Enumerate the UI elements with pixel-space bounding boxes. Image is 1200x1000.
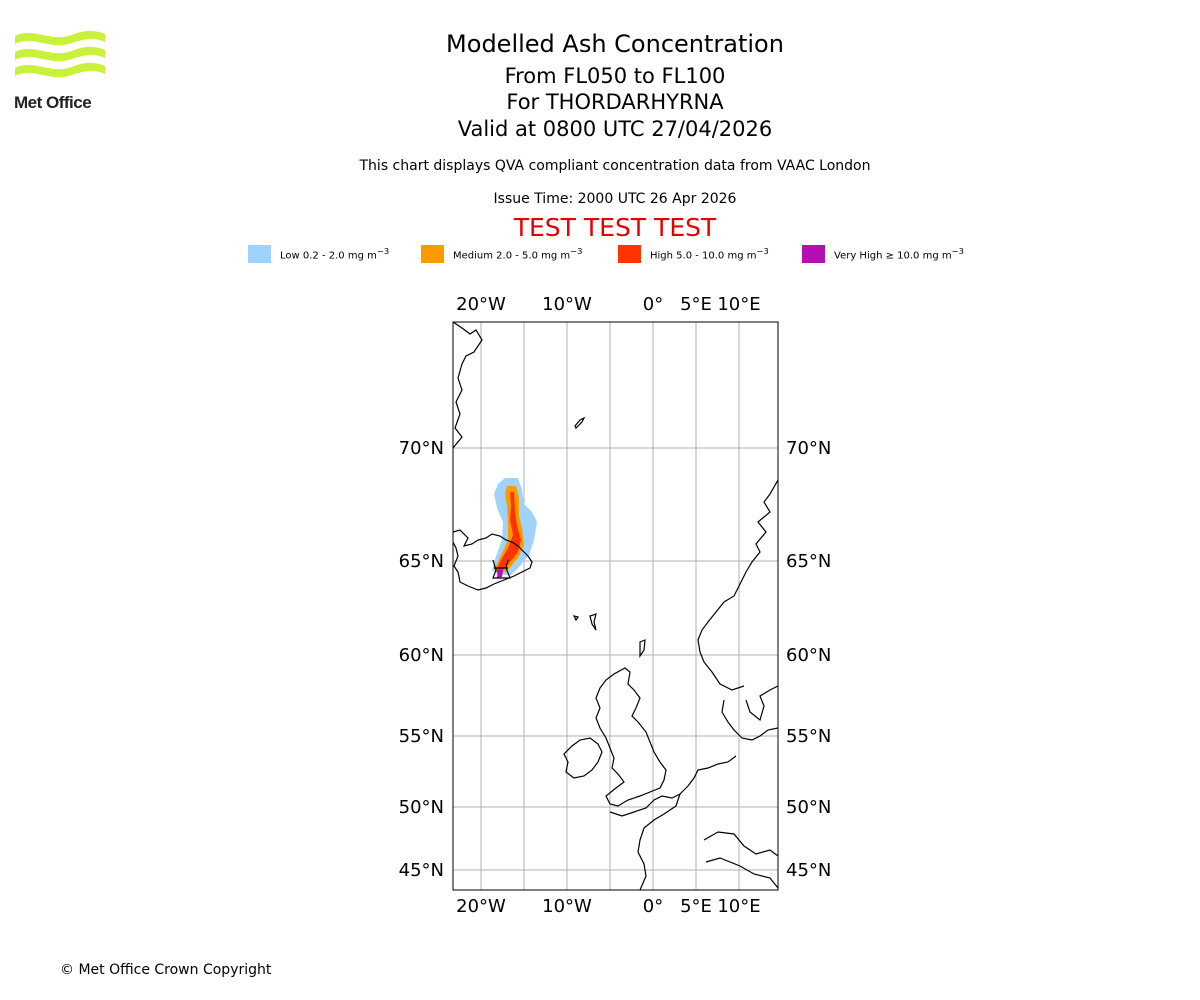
lon-label-20w-top: 20°W — [456, 294, 506, 315]
jan-mayen — [574, 416, 586, 430]
lon-label-10w-top: 10°W — [542, 294, 592, 315]
legend-unit-very-high: −3 — [951, 246, 964, 257]
france-coast — [609, 792, 682, 890]
ash-plume — [492, 478, 537, 578]
legend-label-very-high: Very High ≥ 10.0 mg m — [834, 250, 952, 262]
legend-swatch-very-high — [802, 245, 825, 263]
denmark-sweden-coast — [721, 685, 778, 741]
lat-label-45n-right: 45°N — [786, 860, 831, 881]
lat-label-70n-left: 70°N — [399, 438, 444, 459]
legend-label-low: Low 0.2 - 2.0 mg m — [280, 250, 377, 262]
legend-label-medium: Medium 2.0 - 5.0 mg m — [453, 250, 571, 262]
benelux-germany-coast — [679, 755, 737, 795]
legend-item-low: Low 0.2 - 2.0 mg m−3 — [248, 244, 389, 264]
legend-unit-high: −3 — [756, 246, 769, 257]
logo-waves — [15, 30, 105, 78]
legend-unit-medium: −3 — [570, 246, 583, 257]
scotland-coast — [595, 667, 667, 807]
lat-labels-right: 70°N 65°N 60°N 55°N 50°N 45°N — [786, 438, 831, 881]
ash-high-region — [496, 492, 521, 576]
faroe-islands — [572, 613, 597, 631]
legend-item-very-high: Very High ≥ 10.0 mg m−3 — [802, 244, 964, 264]
lon-labels-bottom: 20°W 10°W 0° 5°E 10°E — [456, 896, 760, 917]
legend-item-high: High 5.0 - 10.0 mg m−3 — [618, 244, 769, 264]
vent-marker — [492, 559, 511, 579]
coastlines — [453, 322, 778, 890]
shetland — [639, 639, 646, 658]
lon-label-10e-top: 10°E — [717, 294, 760, 315]
legend-item-medium: Medium 2.0 - 5.0 mg m−3 — [421, 244, 582, 264]
lon-label-0-top: 0° — [643, 294, 663, 315]
legend-swatch-low — [248, 245, 271, 263]
iceland-coast — [453, 529, 533, 591]
test-banner: TEST TEST TEST — [513, 213, 717, 242]
lat-label-65n-left: 65°N — [399, 551, 444, 572]
legend-label-high: High 5.0 - 10.0 mg m — [650, 250, 757, 262]
norway-coast — [697, 479, 778, 691]
legend-swatch-medium — [421, 245, 444, 263]
lat-label-65n-right: 65°N — [786, 551, 831, 572]
graticule — [453, 322, 778, 890]
lat-label-50n-left: 50°N — [399, 797, 444, 818]
lat-label-60n-right: 60°N — [786, 645, 831, 666]
met-office-logo: Met Office — [14, 30, 105, 112]
lat-label-70n-right: 70°N — [786, 438, 831, 459]
lat-label-55n-left: 55°N — [399, 726, 444, 747]
lat-labels-left: 70°N 65°N 60°N 55°N 50°N 45°N — [399, 438, 444, 881]
lat-label-50n-right: 50°N — [786, 797, 831, 818]
valid-time: Valid at 0800 UTC 27/04/2026 — [457, 117, 773, 141]
issue-time: Issue Time: 2000 UTC 26 Apr 2026 — [493, 191, 737, 207]
lon-label-20w-bottom: 20°W — [456, 896, 506, 917]
central-europe-border — [703, 831, 778, 889]
legend-swatch-high — [618, 245, 641, 263]
lon-label-10e-bottom: 10°E — [717, 896, 760, 917]
flight-level-range: From FL050 to FL100 — [504, 64, 726, 88]
qva-note: This chart displays QVA compliant concen… — [359, 158, 871, 174]
logo-text: Met Office — [14, 93, 91, 112]
map-frame — [452, 321, 779, 891]
greenland-coast — [453, 322, 483, 449]
copyright-notice: © Met Office Crown Copyright — [60, 962, 272, 978]
lat-label-45n-left: 45°N — [399, 860, 444, 881]
lon-labels-top: 20°W 10°W 0° 5°E 10°E — [456, 294, 760, 315]
lon-label-5e-top: 5°E — [680, 294, 712, 315]
lat-label-60n-left: 60°N — [399, 645, 444, 666]
lon-label-5e-bottom: 5°E — [680, 896, 712, 917]
legend-unit-low: −3 — [376, 246, 390, 257]
chart-title: Modelled Ash Concentration — [446, 30, 784, 58]
volcano-name: For THORDARHYRNA — [506, 90, 724, 114]
ireland-coast — [563, 737, 603, 779]
lon-label-10w-bottom: 10°W — [542, 896, 592, 917]
lon-label-0-bottom: 0° — [643, 896, 663, 917]
ash-very-high-region — [497, 570, 503, 578]
lat-label-55n-right: 55°N — [786, 726, 831, 747]
